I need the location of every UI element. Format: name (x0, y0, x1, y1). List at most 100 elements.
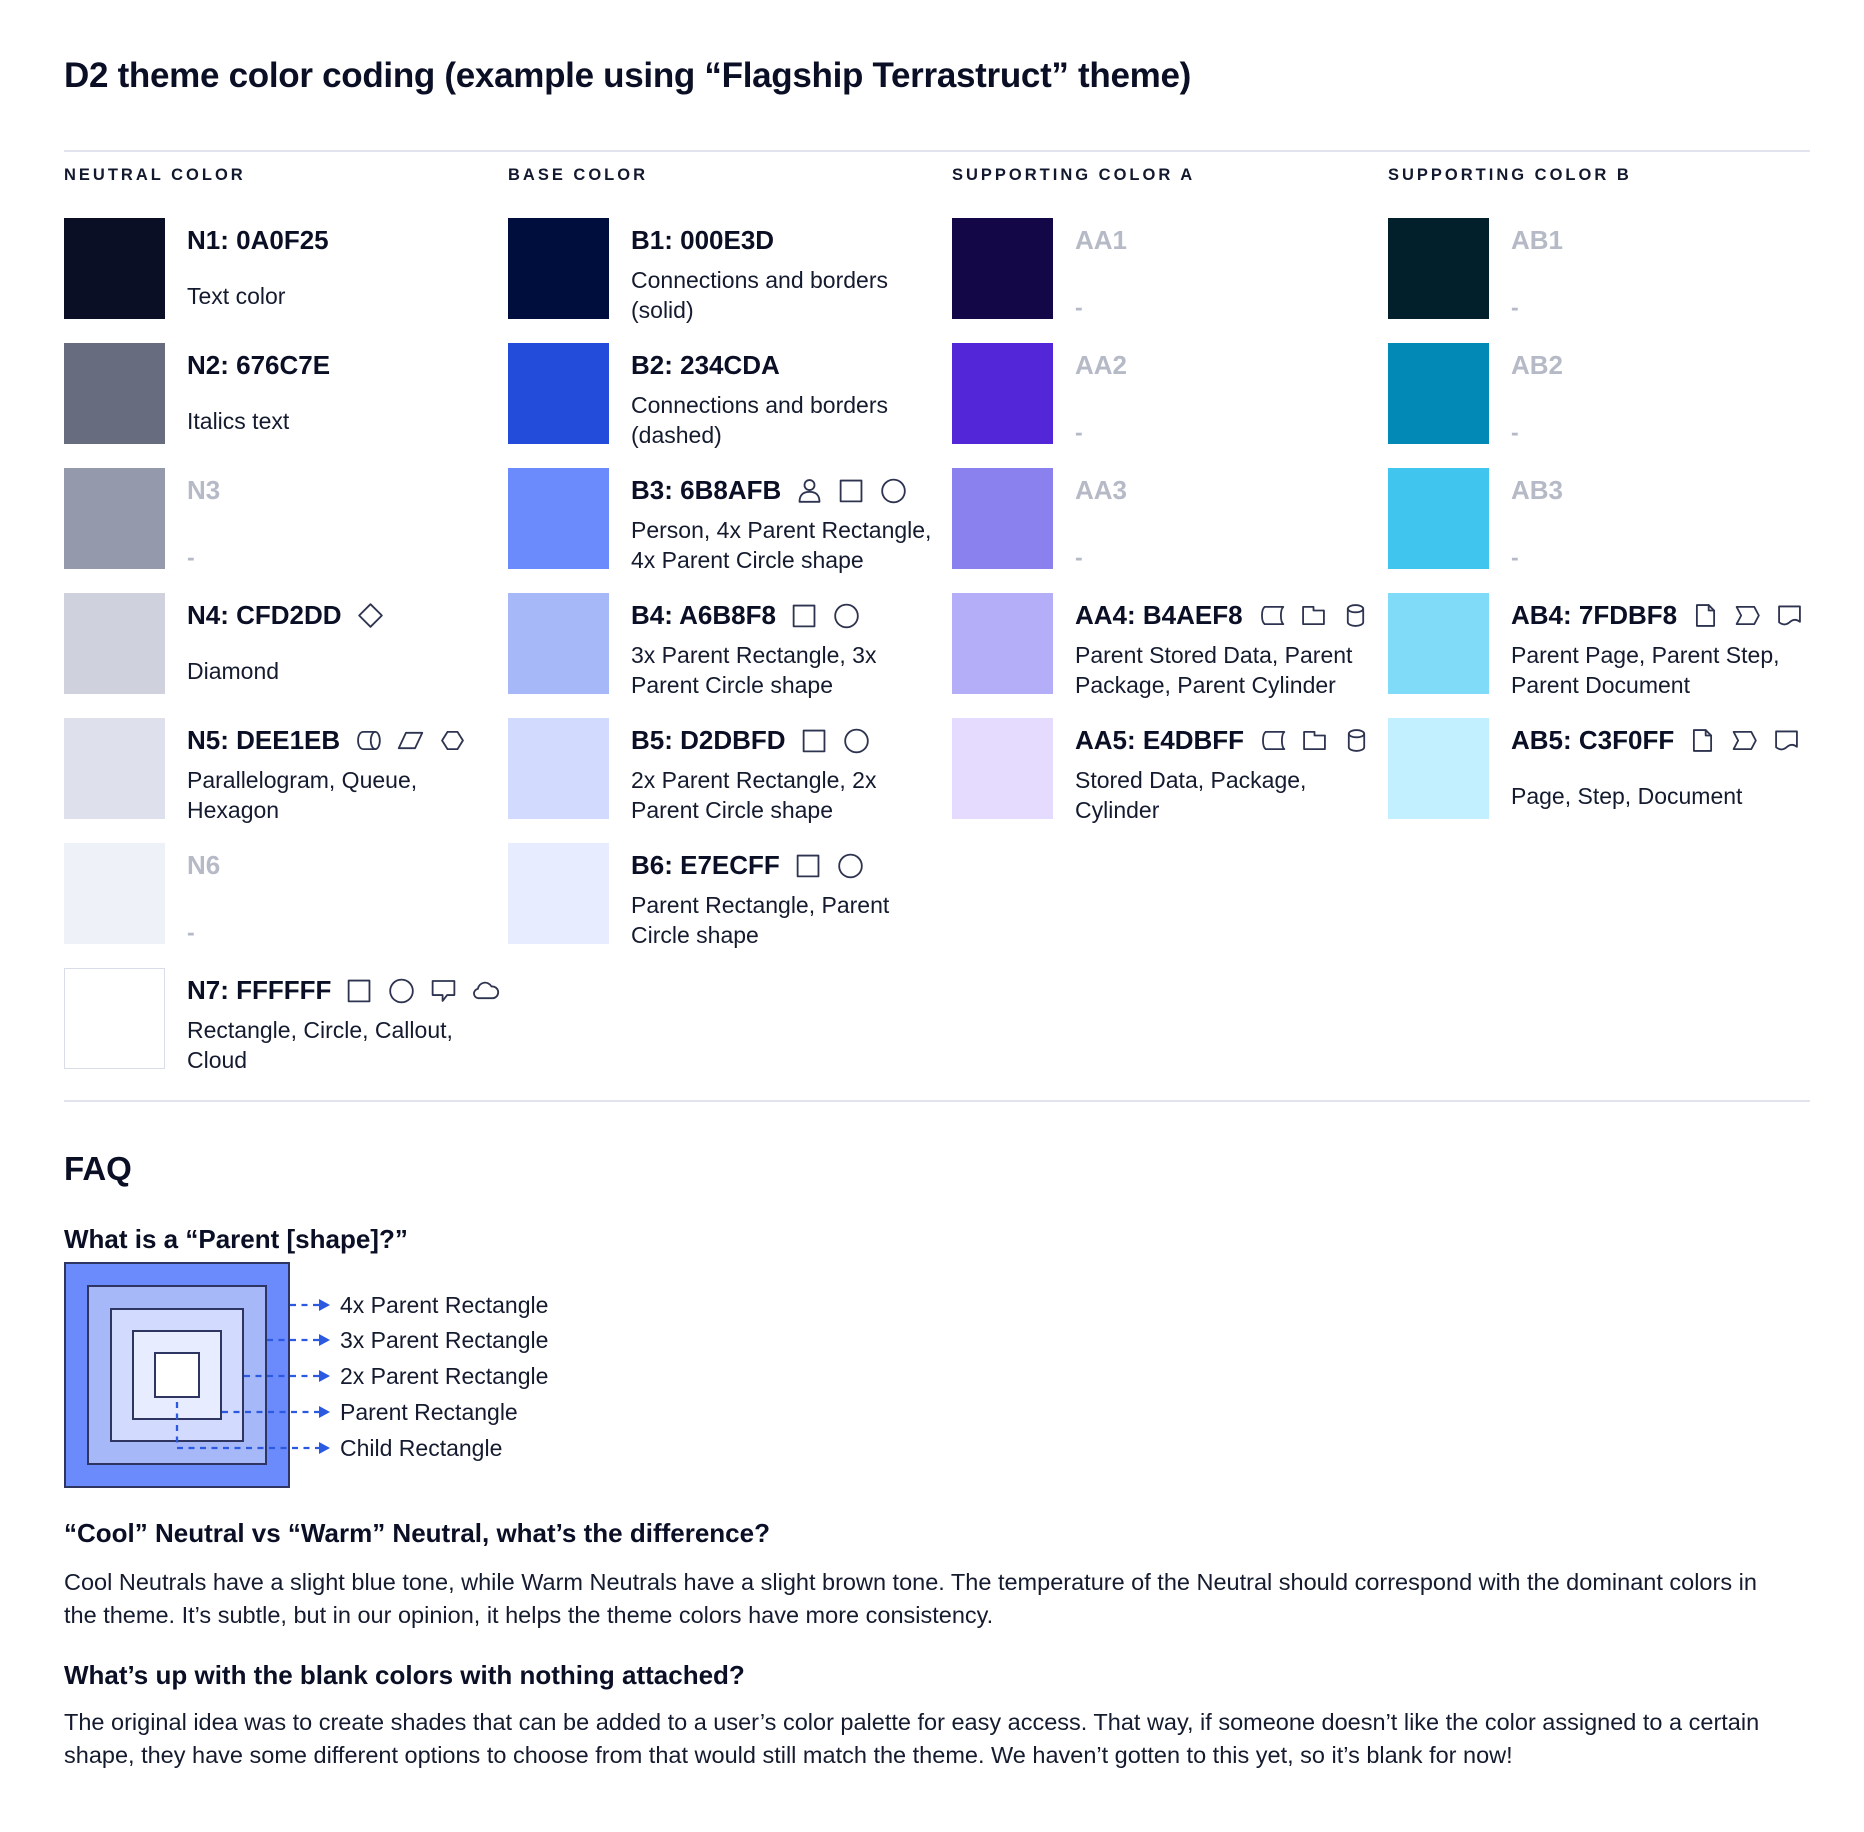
cloud-icon (473, 981, 500, 1000)
color-swatch (952, 218, 1053, 319)
swatch-label: B4: A6B8F8 (631, 600, 876, 631)
swatch-description: - (1511, 544, 1519, 570)
diagram-label: Parent Rectangle (340, 1399, 518, 1425)
swatch-label: N3 (187, 475, 221, 505)
swatch-row: AA4: B4AEF8 Parent Stored Data, Parent Pa… (952, 593, 1388, 718)
document-icon (1778, 605, 1801, 626)
person-icon (798, 479, 821, 503)
faq-answer-blank-colors: The original idea was to create shades t… (64, 1709, 1760, 1768)
parent-shape-diagram: 4x Parent Rectangle 3x Parent Rectangle 2x… (64, 1262, 764, 1494)
color-swatch (1388, 218, 1489, 319)
color-swatch (508, 843, 609, 944)
swatch-row: AB5: C3F0FF Page, Step, Document (1388, 718, 1824, 843)
swatch-label: B3: 6B8AFB (631, 475, 931, 506)
swatch-label: AA1 (1075, 225, 1128, 255)
swatch-row: AB1 - (1388, 218, 1824, 343)
circle-icon (881, 478, 906, 504)
color-swatch (952, 343, 1053, 444)
swatch-row: AB4: 7FDBF8 Parent Page, Parent Step, Par… (1388, 593, 1824, 718)
palette-column: SUPPORTING COLOR B AB1 - AB2 - AB3 - AB4: 7FDBF… (1388, 166, 1824, 843)
page-title: D2 theme color coding (example using “Fl… (64, 56, 1191, 95)
swatch-label: AB5: C3F0FF (1511, 725, 1801, 756)
swatch-label: B2: 234CDA (631, 350, 780, 380)
faq-question-cool-warm: “Cool” Neutral vs “Warm” Neutral, what’s… (64, 1518, 770, 1548)
diagram-label: 3x Parent Rectangle (340, 1327, 549, 1353)
swatch-description: Parallelogram, Queue, Hexagon (187, 767, 418, 823)
swatch-description: - (1075, 294, 1083, 320)
faq-answer-cool-warm: Cool Neutrals have a slight blue tone, w… (64, 1569, 1757, 1628)
swatch-label: AB3 (1511, 475, 1564, 505)
swatch-label: B5: D2DBFD (631, 725, 876, 756)
rectangle-icon (348, 979, 371, 1003)
swatch-description: Diamond (187, 658, 280, 684)
swatch-description: - (1075, 419, 1083, 445)
color-swatch (508, 593, 609, 694)
rectangle-icon (802, 729, 825, 753)
color-swatch (64, 343, 165, 444)
shape-icons (1258, 726, 1371, 755)
color-swatch (952, 718, 1053, 819)
swatch-row: N7: FFFFFF Rectangle, Circle, Callout, Cl… (64, 968, 500, 1093)
swatch-row: B4: A6B8F8 3x Parent Rectangle, 3x Parent… (508, 593, 944, 718)
step-icon (1735, 605, 1760, 626)
diagram-label: Child Rectangle (340, 1435, 503, 1461)
swatch-row: AA5: E4DBFF Stored Data, Package, Cylinde… (952, 718, 1388, 843)
swatch-description: - (1511, 294, 1519, 320)
step-icon (1732, 730, 1757, 751)
swatch-description: Italics text (187, 408, 290, 434)
hexagon-icon (441, 730, 464, 751)
swatch-row: AA2 - (952, 343, 1388, 468)
circle-icon (838, 853, 863, 879)
shape-icons (794, 851, 865, 880)
column-header: BASE COLOR (508, 166, 649, 184)
stored-data-icon (1262, 730, 1286, 751)
faq-heading: FAQ (64, 1150, 132, 1187)
swatch-description: Person, 4x Parent Rectangle, 4x Parent C… (631, 517, 932, 573)
document-icon (1775, 730, 1799, 751)
swatch-label: AA4: B4AEF8 (1075, 600, 1370, 631)
swatch-description: Stored Data, Package, Cylinder (1075, 767, 1307, 823)
swatch-label: B1: 000E3D (631, 225, 775, 255)
swatch-row: AB3 - (1388, 468, 1824, 593)
swatch-label: AB2 (1511, 350, 1564, 380)
swatch-description: Parent Rectangle, Parent Circle shape (631, 892, 890, 948)
swatch-description: Connections and borders (dashed) (631, 392, 888, 448)
swatch-description: Parent Stored Data, Parent Package, Pare… (1075, 642, 1353, 698)
nested-rectangle (154, 1352, 200, 1398)
swatch-description: - (1511, 419, 1519, 445)
shape-icons (345, 976, 500, 1005)
package-icon (1301, 605, 1325, 626)
swatch-description: - (1075, 544, 1083, 570)
swatch-row: AA3 - (952, 468, 1388, 593)
color-swatch (508, 718, 609, 819)
swatch-description: Connections and borders (solid) (631, 267, 888, 323)
swatch-row: B6: E7ECFF Parent Rectangle, Parent Circl… (508, 843, 944, 968)
cylinder-icon (1347, 729, 1366, 752)
faq-question-parent-shape: What is a “Parent [shape]?” (64, 1224, 408, 1254)
swatch-label: B6: E7ECFF (631, 850, 889, 881)
swatch-row: N2: 676C7E Italics text (64, 343, 500, 468)
swatch-label: N4: CFD2DD (187, 600, 385, 631)
page-icon (1696, 604, 1716, 627)
column-header: SUPPORTING COLOR A (952, 166, 1196, 184)
swatch-label: N2: 676C7E (187, 350, 331, 380)
callout-icon (432, 980, 456, 1002)
swatch-label: N6 (187, 850, 221, 880)
swatch-row: N3 - (64, 468, 500, 593)
swatch-row: B3: 6B8AFB Person, 4x Parent Rectangle, 4… (508, 468, 944, 593)
swatch-row: AB2 - (1388, 343, 1824, 468)
swatch-label: AA2 (1075, 350, 1128, 380)
parallelogram-icon (397, 731, 424, 750)
shape-icons (800, 726, 871, 755)
diamond-icon (357, 603, 383, 628)
color-swatch (508, 468, 609, 569)
palette-column: NEUTRAL COLOR N1: 0A0F25 Text color N2: 676… (64, 166, 500, 1093)
color-swatch (1388, 343, 1489, 444)
faq-question-blank-colors: What’s up with the blank colors with not… (64, 1660, 745, 1690)
shape-icons (1691, 601, 1804, 630)
rectangle-icon (796, 854, 820, 878)
cylinder-icon (1346, 604, 1364, 627)
swatch-row: N1: 0A0F25 Text color (64, 218, 500, 343)
color-swatch (64, 718, 165, 819)
swatch-row: B2: 234CDA Connections and borders (dashe… (508, 343, 944, 468)
